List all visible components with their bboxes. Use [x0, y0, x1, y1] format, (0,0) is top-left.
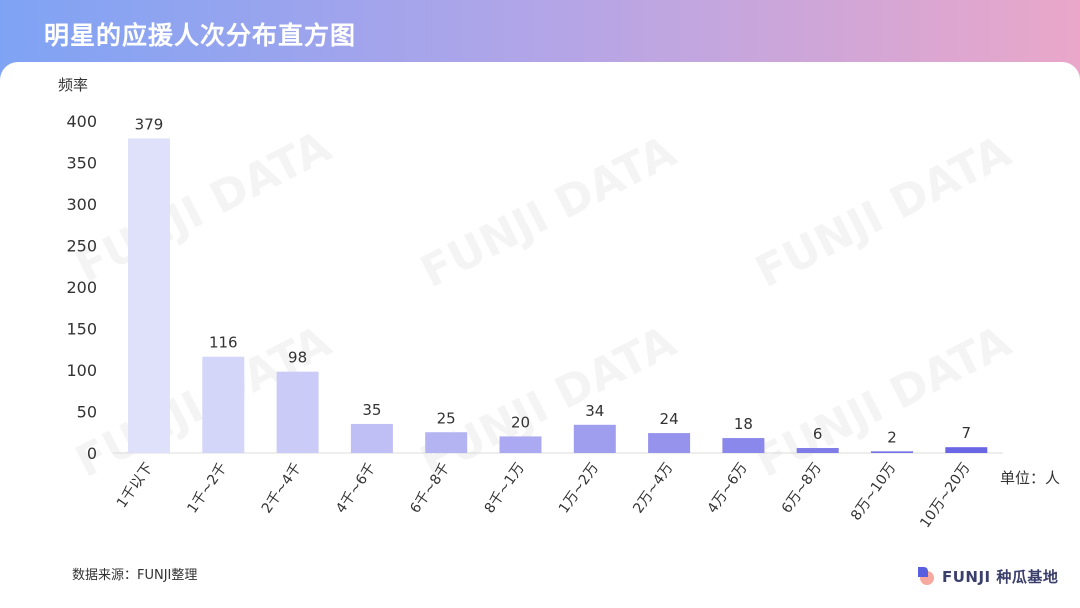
data-label: 6 — [813, 425, 823, 443]
bar — [202, 356, 245, 453]
bar — [945, 447, 988, 453]
watermark-text: FUNJI DATA — [748, 316, 1019, 488]
data-label: 20 — [511, 413, 530, 431]
bar — [350, 423, 393, 453]
watermark-text: FUNJI DATA — [68, 121, 339, 293]
page-title: 明星的应援人次分布直方图 — [44, 21, 357, 50]
y-tick-label: 350 — [66, 154, 97, 173]
bar — [722, 438, 765, 453]
x-tick-label: 10万~20万 — [917, 460, 973, 531]
y-tick-label: 100 — [66, 361, 97, 380]
x-tick-label: 1万~2万 — [556, 460, 602, 516]
data-label: 7 — [962, 424, 972, 442]
x-tick-label: 2万~4万 — [630, 460, 676, 516]
x-axis-unit-label: 单位：人 — [1000, 469, 1060, 487]
bar — [276, 371, 319, 453]
bar — [871, 451, 913, 453]
data-label: 379 — [135, 115, 164, 133]
y-tick-label: 250 — [66, 237, 97, 256]
x-tick-label: 8千~1万 — [482, 460, 528, 516]
data-label: 98 — [288, 349, 307, 367]
data-label: 2 — [887, 428, 897, 446]
watermark-text: FUNJI DATA — [413, 316, 684, 488]
chart-card — [0, 62, 1080, 608]
bar — [128, 138, 170, 453]
bar — [648, 433, 691, 453]
x-tick-label: 8万~10万 — [848, 460, 899, 524]
data-label: 24 — [660, 410, 679, 428]
x-tick-label: 1千~2千 — [184, 460, 230, 516]
y-tick-label: 200 — [66, 278, 97, 297]
y-axis-label: 频率 — [58, 76, 88, 94]
bar — [425, 432, 468, 453]
data-label: 25 — [437, 409, 456, 427]
data-source-note: 数据来源：FUNJI整理 — [72, 568, 198, 583]
data-label: 34 — [585, 402, 604, 420]
bar — [573, 424, 616, 453]
funji-logo-text: FUNJI 种瓜基地 — [942, 567, 1059, 586]
bar — [796, 448, 839, 453]
x-tick-label: 4千~6千 — [333, 460, 379, 516]
funji-logo: FUNJI 种瓜基地 — [914, 564, 1058, 588]
data-label: 116 — [209, 334, 238, 352]
funji-logo-icon — [914, 565, 936, 587]
watermark-text: FUNJI DATA — [413, 126, 684, 298]
bar — [499, 436, 542, 453]
y-tick-label: 300 — [66, 195, 97, 214]
y-tick-label: 0 — [87, 444, 97, 463]
y-tick-label: 150 — [66, 320, 97, 339]
data-label: 35 — [362, 401, 381, 419]
x-tick-label: 2千~4千 — [259, 460, 305, 516]
watermark-text: FUNJI DATA — [748, 126, 1019, 298]
data-label: 18 — [734, 415, 753, 433]
y-tick-label: 400 — [66, 112, 97, 131]
y-tick-label: 50 — [77, 403, 97, 422]
x-tick-label: 4万~6万 — [705, 460, 751, 516]
